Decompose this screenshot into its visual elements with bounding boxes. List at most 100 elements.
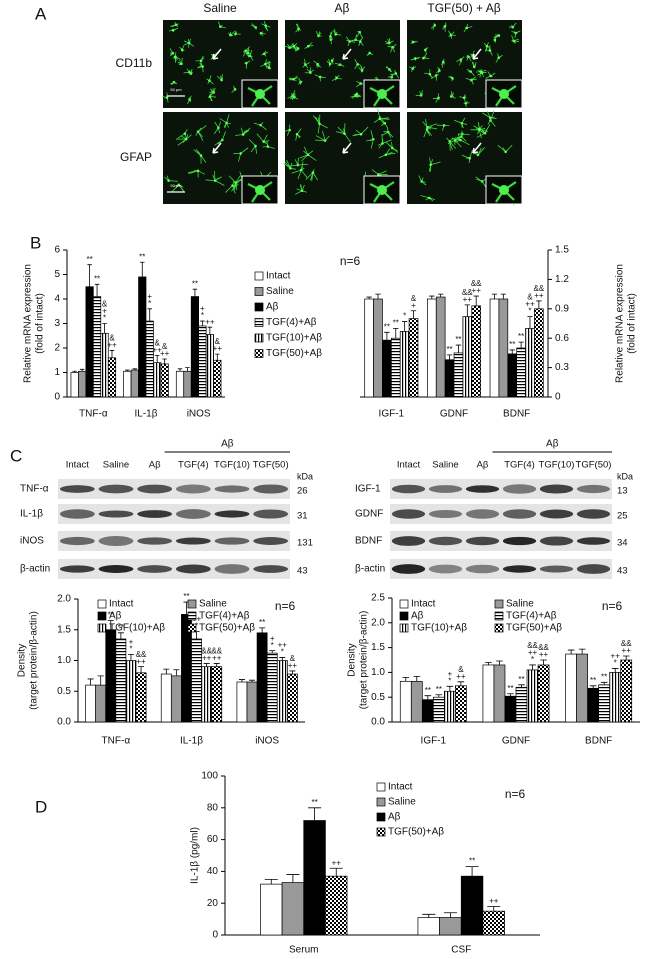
- cell-process: [385, 141, 399, 153]
- error-bar: [213, 663, 220, 667]
- cell-body: [378, 117, 382, 121]
- unit-label: kDa: [297, 471, 313, 481]
- error-bar: [435, 694, 443, 698]
- error-bar: [127, 653, 134, 661]
- y-tick-label: 0.5: [371, 692, 385, 703]
- cell-process: [381, 128, 394, 138]
- significance-mark: **: [183, 592, 189, 601]
- lane-label: TGF(10): [214, 460, 250, 471]
- bar: [246, 681, 258, 723]
- significance-mark: &&: [471, 279, 482, 288]
- error-bar: [215, 353, 220, 361]
- cell-process: [352, 126, 369, 137]
- error-bar: [518, 341, 524, 348]
- inset-cell: [369, 181, 395, 203]
- cell-body: [306, 44, 310, 48]
- cell-body: [254, 144, 257, 148]
- error-bar: [366, 296, 372, 299]
- sample-size: n=6: [602, 599, 623, 613]
- cell-process: [295, 23, 301, 33]
- inset-body: [255, 185, 265, 195]
- cell-process: [428, 157, 441, 172]
- significance-mark: ++: [288, 661, 298, 670]
- micrograph: 50 μm: [162, 20, 279, 109]
- legend-label: Saline: [388, 797, 416, 808]
- cell-body: [259, 123, 262, 127]
- cell-process: [195, 55, 205, 67]
- cell-process: [295, 128, 302, 141]
- error-bar: [264, 878, 278, 885]
- significance-mark: +: [270, 634, 275, 643]
- error-bar: [94, 283, 100, 297]
- error-bar: [443, 912, 457, 918]
- lane-label: Intact: [66, 460, 90, 471]
- bar: [123, 370, 132, 398]
- significance-mark: **: [384, 322, 390, 331]
- cell-process: [312, 114, 328, 134]
- bar: [92, 296, 102, 398]
- cell-process: [482, 111, 497, 119]
- error-bar: [438, 293, 444, 298]
- cell-body: [427, 196, 431, 200]
- bar: [526, 669, 539, 723]
- cell-body: [442, 124, 446, 127]
- cell-process: [313, 60, 322, 68]
- cell-process: [473, 121, 488, 132]
- cell-process: [471, 61, 477, 68]
- error-bar: [177, 368, 183, 372]
- significance-mark: &: [411, 294, 417, 303]
- blot-band: [391, 536, 426, 546]
- legend-swatch: [399, 611, 409, 621]
- significance-mark: ++: [202, 654, 212, 663]
- cell-process: [177, 58, 183, 66]
- legend-label: Intact: [266, 271, 291, 282]
- cell-body: [497, 56, 501, 60]
- legend-label: TGF(50)+Aβ: [266, 348, 322, 359]
- cell-process: [206, 75, 214, 85]
- cell-body: [289, 166, 292, 170]
- significance-mark: **: [118, 623, 124, 632]
- cell-process: [410, 56, 421, 61]
- error-bar: [138, 666, 145, 673]
- cell-body: [233, 88, 237, 91]
- legend-swatch: [254, 271, 264, 281]
- cell-body: [464, 101, 468, 105]
- cell-body: [299, 80, 302, 84]
- cell-body: [334, 33, 337, 36]
- significance-mark: +: [129, 637, 134, 646]
- cell-body: [354, 94, 357, 98]
- cell-process: [350, 94, 362, 99]
- cell-body: [387, 41, 391, 45]
- cell-body: [451, 76, 454, 80]
- cell-body: [512, 39, 515, 43]
- arrow: [472, 48, 482, 60]
- cell-body: [467, 55, 470, 58]
- y-axis-label: (target protein/β-actin): [359, 611, 370, 710]
- cell-process: [408, 65, 417, 72]
- scale-bar-label: 50 μm: [170, 87, 182, 92]
- inset-body: [499, 185, 509, 195]
- blot-band: [137, 537, 173, 545]
- cell-body: [422, 56, 425, 60]
- cell-process: [446, 137, 457, 151]
- error-bar: [491, 293, 498, 299]
- y-tick-label: 60: [207, 834, 219, 845]
- error-bar: [464, 304, 470, 317]
- cell-body: [476, 153, 480, 157]
- error-bar: [536, 300, 542, 309]
- blot-strip: [390, 504, 612, 524]
- error-bar: [249, 679, 256, 683]
- cell-body: [318, 122, 321, 126]
- cell-body: [171, 28, 175, 32]
- blot-band: [59, 565, 95, 573]
- x-tick-label: CSF: [451, 945, 471, 956]
- cell-body: [371, 137, 375, 141]
- cell-body: [381, 142, 384, 145]
- bar: [444, 359, 455, 398]
- blot-band: [502, 509, 537, 519]
- cell-body: [201, 65, 204, 68]
- cell-process: [261, 50, 269, 57]
- bar: [620, 659, 633, 723]
- significance-mark: *: [103, 314, 106, 323]
- cell-body: [180, 48, 184, 52]
